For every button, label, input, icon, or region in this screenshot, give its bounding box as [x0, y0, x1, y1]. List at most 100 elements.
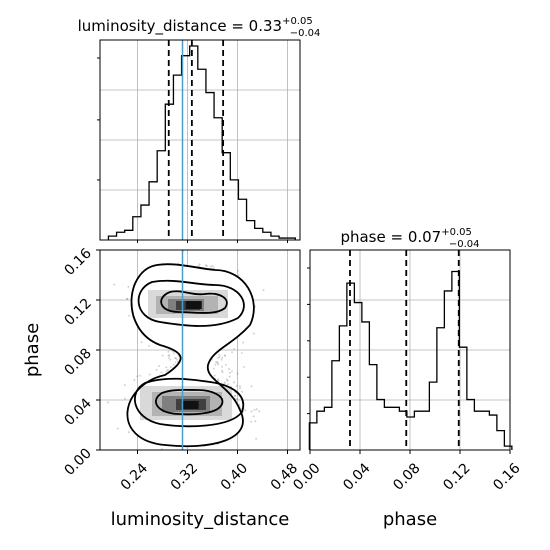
inner-contour [137, 279, 245, 327]
sample-point [204, 264, 207, 267]
sample-point [234, 394, 237, 397]
sample-point [181, 453, 183, 455]
phase-x-tick-label: 0.00 [290, 460, 323, 493]
sample-point [236, 398, 239, 401]
sample-point [136, 375, 139, 378]
sample-point [255, 437, 258, 440]
sample-point [124, 397, 126, 400]
sample-point [238, 385, 241, 388]
sample-point [237, 274, 240, 277]
luminosity-distance-x-tick-label: 0.24 [118, 460, 151, 493]
sample-point [236, 372, 239, 375]
luminosity-distance-axis-label: luminosity_distance [111, 509, 290, 530]
sample-point [133, 379, 136, 381]
sample-point [227, 383, 229, 386]
sample-point [236, 385, 238, 388]
sample-point [221, 356, 223, 359]
joint-density-y-ticks: 0.00 0.04 0.08 0.12 0.16 [61, 245, 100, 479]
phase-y-tick-label: 0.08 [61, 346, 94, 379]
sample-point [174, 361, 177, 364]
sample-point [217, 363, 220, 366]
inner-contour [160, 290, 228, 314]
density-peak [182, 401, 199, 409]
sample-point [165, 370, 168, 372]
sample-point [218, 354, 221, 357]
sample-point [214, 361, 217, 364]
sample-point [234, 394, 237, 397]
sample-point [161, 354, 164, 357]
sample-point [167, 354, 170, 357]
phase-title-lower-error: −0.04 [449, 239, 480, 250]
sample-point [221, 369, 224, 372]
sample-point [255, 408, 258, 411]
phase-x-axis-label: phase [383, 509, 437, 530]
sample-point [123, 384, 126, 387]
sample-point [158, 365, 161, 367]
sample-point [126, 297, 129, 300]
sample-point [126, 297, 128, 300]
sample-point [250, 420, 253, 423]
luminosity-distance-title-upper-error: +0.05 [282, 16, 313, 27]
sample-point [216, 362, 219, 364]
sample-point [216, 360, 219, 363]
sample-point [228, 375, 231, 378]
sample-point [211, 265, 214, 268]
sample-point [166, 368, 169, 371]
phase-x-tick-label: 0.04 [340, 460, 373, 493]
sample-point [242, 341, 245, 344]
sample-point [116, 427, 119, 430]
luminosity-distance-tick-marks [97, 57, 288, 243]
sample-point [231, 370, 233, 373]
sample-point [165, 366, 168, 369]
sample-point [224, 363, 227, 366]
phase-histogram-line [308, 270, 513, 450]
sample-point [241, 390, 244, 393]
phase-quantile-lines [349, 250, 460, 450]
sample-point [226, 379, 229, 382]
sample-point [250, 410, 253, 413]
outer-contour [126, 263, 255, 448]
sample-point [252, 415, 255, 418]
sample-point [148, 373, 151, 376]
phase-tick-marks [307, 267, 310, 415]
sample-point [209, 265, 212, 268]
sample-point [127, 285, 130, 288]
sample-point [224, 354, 226, 357]
sample-point [217, 379, 220, 382]
luminosity-distance-x-tick-label: 0.40 [218, 460, 251, 493]
sample-point [198, 263, 201, 266]
luminosity-distance-title-lower-error: −0.04 [290, 28, 321, 39]
sample-point [128, 314, 131, 317]
sample-point [240, 352, 243, 355]
inner-contour [155, 388, 224, 416]
sample-point [233, 381, 235, 384]
sample-point [252, 332, 255, 335]
sample-point [155, 368, 158, 371]
sample-point [176, 358, 178, 361]
sample-point [258, 410, 261, 413]
sample-point [167, 350, 170, 353]
phase-title: phase = 0.07+0.05 −0.04 [340, 227, 479, 250]
luminosity-distance-x-tick-label: 0.32 [168, 460, 201, 493]
luminosity-distance-axes-frame [99, 39, 301, 241]
sample-point [225, 378, 228, 381]
phase-x-tick-label: 0.08 [390, 460, 423, 493]
joint-density-panel: 0.24 0.32 0.40 0.48 0.000.040.080.120.16 lu… [22, 245, 301, 530]
sample-point [237, 269, 239, 272]
phase-y-tick-label: 0.00 [61, 446, 94, 479]
sample-point [242, 365, 245, 368]
sample-point [244, 409, 247, 412]
sample-point [113, 283, 116, 286]
sample-point [212, 367, 215, 370]
phase-x-tick-label: 0.16 [490, 460, 523, 493]
luminosity-distance-title-main: luminosity_distance = 0.33 [78, 17, 282, 36]
phase-y-tick-label: 0.16 [61, 245, 94, 278]
sample-point [253, 408, 256, 411]
joint-density-x-ticks: 0.24 0.32 0.40 0.48 [118, 450, 301, 494]
luminosity-distance-grid [100, 40, 300, 240]
sample-point [213, 374, 216, 377]
phase-y-tick-label: 0.04 [61, 395, 94, 428]
sample-point [168, 354, 171, 357]
sample-point [106, 401, 109, 404]
